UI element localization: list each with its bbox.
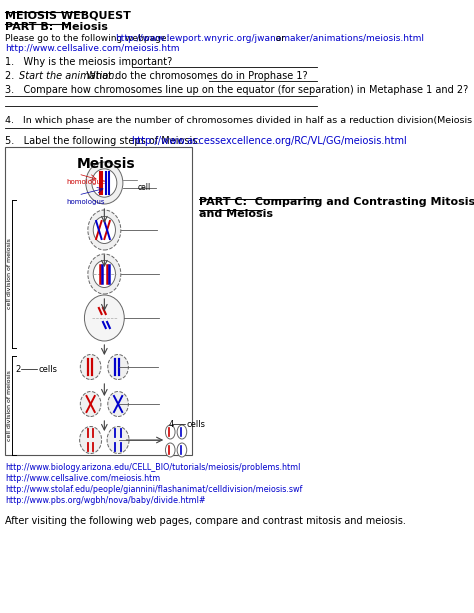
Ellipse shape	[92, 169, 117, 197]
Ellipse shape	[93, 261, 116, 287]
Ellipse shape	[108, 354, 128, 379]
Ellipse shape	[88, 254, 121, 294]
Ellipse shape	[84, 295, 124, 341]
Text: http://www.pbs.org/wgbh/nova/baby/divide.html#: http://www.pbs.org/wgbh/nova/baby/divide…	[6, 496, 206, 505]
Text: http://www.accessexcellence.org/RC/VL/GG/meiosis.html: http://www.accessexcellence.org/RC/VL/GG…	[131, 136, 407, 146]
Text: cell division of meiosis: cell division of meiosis	[7, 238, 12, 310]
Ellipse shape	[165, 425, 175, 439]
Bar	[6, 147, 192, 455]
Text: Meiosis: Meiosis	[77, 157, 136, 171]
Text: cells: cells	[38, 365, 57, 374]
Text: homologus: homologus	[66, 199, 105, 205]
Text: 4: 4	[168, 420, 173, 429]
Text: cells: cells	[186, 420, 205, 429]
Ellipse shape	[177, 425, 187, 439]
Text: or: or	[271, 34, 285, 43]
Text: http://www.cellsalive.com/meiosis.htm: http://www.cellsalive.com/meiosis.htm	[6, 474, 161, 483]
Ellipse shape	[86, 162, 123, 204]
Text: cell: cell	[138, 183, 151, 192]
Text: PART B:  Meiosis: PART B: Meiosis	[6, 22, 109, 32]
Text: What do the chromosomes do in Prophase 1?: What do the chromosomes do in Prophase 1…	[80, 71, 308, 81]
Text: http://www.cellsalive.com/meiosis.htm: http://www.cellsalive.com/meiosis.htm	[6, 44, 180, 53]
Text: 2.: 2.	[6, 71, 24, 81]
Text: homologue: homologue	[66, 179, 106, 185]
Text: 3.   Compare how chromosomes line up on the equator (for separation) in Metaphas: 3. Compare how chromosomes line up on th…	[6, 85, 469, 95]
Text: After visiting the following web pages, compare and contrast mitosis and meiosis: After visiting the following web pages, …	[6, 516, 406, 526]
Text: 1.   Why is the meiosis important?: 1. Why is the meiosis important?	[6, 57, 173, 67]
Ellipse shape	[88, 210, 121, 250]
Ellipse shape	[177, 443, 187, 457]
Ellipse shape	[165, 443, 175, 457]
Text: PART C:  Comparing and Contrasting Mitosis
and Meiosis: PART C: Comparing and Contrasting Mitosi…	[199, 197, 474, 219]
Text: Please go to the following webpage:: Please go to the following webpage:	[6, 34, 173, 43]
Ellipse shape	[107, 427, 129, 454]
Text: Start the animation.: Start the animation.	[19, 71, 118, 81]
Text: http://www.biology.arizona.edu/CELL_BIO/tutorials/meiosis/problems.html: http://www.biology.arizona.edu/CELL_BIO/…	[6, 463, 301, 472]
Text: http://www.stolaf.edu/people/giannini/flashanimat/celldivision/meiosis.swf: http://www.stolaf.edu/people/giannini/fl…	[6, 485, 303, 494]
Ellipse shape	[80, 392, 101, 416]
Ellipse shape	[93, 216, 116, 243]
Ellipse shape	[80, 427, 101, 454]
Text: 2: 2	[16, 365, 21, 374]
Text: cell division of meiosis: cell division of meiosis	[7, 371, 12, 441]
Text: http://www.lewport.wnyric.org/jwanamaker/animations/meiosis.html: http://www.lewport.wnyric.org/jwanamaker…	[115, 34, 424, 43]
Text: MEIOSIS WEBQUEST: MEIOSIS WEBQUEST	[6, 10, 131, 20]
Text: 5.   Label the following steps of Meiosis:: 5. Label the following steps of Meiosis:	[6, 136, 204, 146]
Ellipse shape	[80, 354, 101, 379]
Text: 4.   In which phase are the number of chromosomes divided in half as a reduction: 4. In which phase are the number of chro…	[6, 116, 474, 125]
Ellipse shape	[108, 392, 128, 416]
